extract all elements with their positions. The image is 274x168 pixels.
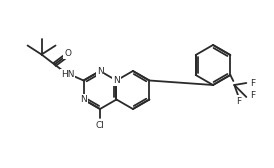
Text: F: F — [236, 96, 241, 106]
Text: HN: HN — [61, 70, 74, 79]
Text: F: F — [250, 78, 255, 88]
Text: O: O — [64, 49, 71, 58]
Text: N: N — [80, 95, 87, 104]
Text: N: N — [113, 76, 120, 85]
Text: Cl: Cl — [96, 120, 104, 130]
Text: N: N — [97, 67, 103, 75]
Text: F: F — [250, 92, 255, 100]
